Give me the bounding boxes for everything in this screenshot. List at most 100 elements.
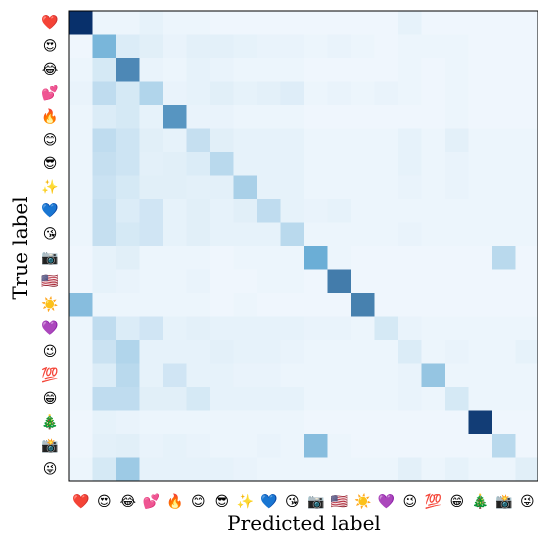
x-tick-label: 📸 — [495, 494, 512, 510]
heatmap-cell — [445, 34, 469, 59]
heatmap-cell — [139, 340, 164, 364]
heatmap-cell — [233, 128, 258, 153]
heatmap-cell — [398, 222, 422, 247]
x-tick-label: 💕 — [143, 493, 160, 510]
heatmap-cell — [374, 246, 399, 270]
heatmap-cell — [374, 222, 399, 247]
x-tick-label: 💙 — [260, 493, 278, 510]
heatmap-cell — [515, 34, 538, 59]
heatmap-cell — [280, 34, 305, 59]
heatmap-cell — [210, 199, 234, 223]
heatmap-cell — [468, 11, 493, 35]
heatmap-cell — [492, 387, 516, 411]
heatmap-cell — [374, 434, 399, 458]
heatmap-cell — [69, 105, 93, 129]
heatmap-cell — [327, 222, 352, 247]
x-tick-label: ☀️ — [354, 492, 372, 510]
heatmap-cell — [257, 34, 281, 59]
x-tick-label: 😘 — [285, 494, 300, 510]
heatmap-cell — [69, 222, 93, 247]
heatmap-cell — [116, 58, 140, 82]
heatmap-cell — [445, 340, 469, 364]
heatmap-cell — [492, 316, 516, 341]
heatmap-cell — [515, 222, 538, 247]
x-tick-label: ✨ — [237, 493, 254, 510]
heatmap-cell — [327, 81, 352, 106]
heatmap-cell — [398, 105, 422, 129]
heatmap-cell — [210, 316, 234, 341]
heatmap-cell — [186, 363, 211, 388]
heatmap-cell — [163, 58, 187, 82]
heatmap-cell — [139, 457, 164, 482]
heatmap-cell — [304, 58, 328, 82]
x-tick-label: ❤️ — [72, 493, 90, 510]
heatmap-cell — [163, 457, 187, 482]
heatmap-cell — [257, 199, 281, 223]
heatmap-cell — [515, 434, 538, 458]
y-tick-label: 📷 — [41, 250, 58, 266]
heatmap-cell — [92, 457, 117, 482]
heatmap-cell — [304, 246, 328, 270]
y-tick-label: ✨ — [41, 178, 58, 195]
heatmap-cell — [468, 363, 493, 388]
heatmap-cell — [257, 269, 281, 294]
heatmap-cell — [139, 34, 164, 59]
heatmap-cell — [515, 152, 538, 176]
x-tick-label: 💜 — [378, 493, 396, 510]
heatmap-cell — [116, 457, 140, 482]
heatmap-cell — [421, 58, 446, 82]
heatmap-cell — [468, 340, 493, 364]
x-tick-label: 😁 — [449, 494, 464, 510]
heatmap-cell — [515, 199, 538, 223]
x-tick-label: 😂 — [120, 494, 136, 510]
y-tick-label: 😜 — [43, 461, 58, 477]
y-tick-label: 📸 — [41, 438, 58, 454]
heatmap-cell — [351, 128, 375, 153]
heatmap-cell — [374, 457, 399, 482]
heatmap-cell — [163, 410, 187, 435]
heatmap-cell — [186, 175, 211, 200]
heatmap-cell — [421, 222, 446, 247]
heatmap-cell — [327, 11, 352, 35]
heatmap-cell — [163, 434, 187, 458]
heatmap-cell — [304, 457, 328, 482]
heatmap-cell — [233, 11, 258, 35]
heatmap-cell — [163, 293, 187, 317]
heatmap-cell — [398, 293, 422, 317]
y-tick-label: 💜 — [41, 319, 59, 336]
heatmap-cell — [421, 387, 446, 411]
heatmap-cell — [468, 152, 493, 176]
heatmap-cell — [351, 316, 375, 341]
heatmap-cell — [139, 269, 164, 294]
y-tick-label: 😁 — [43, 391, 58, 407]
heatmap-cell — [163, 34, 187, 59]
heatmap-cell — [515, 457, 538, 482]
heatmap-cell — [233, 387, 258, 411]
heatmap-cell — [374, 152, 399, 176]
heatmap-cell — [398, 269, 422, 294]
heatmap-cell — [492, 11, 516, 35]
heatmap-cell — [304, 387, 328, 411]
heatmap-cell — [280, 58, 305, 82]
heatmap-cell — [92, 58, 117, 82]
heatmap-cell — [280, 175, 305, 200]
heatmap-cell — [163, 340, 187, 364]
heatmap-cell — [210, 128, 234, 153]
y-tick-label: 😉 — [43, 344, 58, 360]
heatmap-cell — [69, 175, 93, 200]
heatmap-cell — [139, 293, 164, 317]
heatmap-cell — [468, 410, 493, 435]
heatmap-cell — [139, 81, 164, 106]
heatmap-cell — [139, 222, 164, 247]
heatmap-cell — [139, 434, 164, 458]
heatmap-cell — [116, 152, 140, 176]
heatmap-cell — [280, 293, 305, 317]
heatmap-cell — [69, 457, 93, 482]
heatmap-cell — [233, 434, 258, 458]
heatmap-cell — [163, 387, 187, 411]
heatmap-cell — [163, 11, 187, 35]
heatmap-cell — [445, 269, 469, 294]
heatmap-cell — [116, 387, 140, 411]
heatmap-cell — [445, 434, 469, 458]
heatmap-cell — [374, 81, 399, 106]
